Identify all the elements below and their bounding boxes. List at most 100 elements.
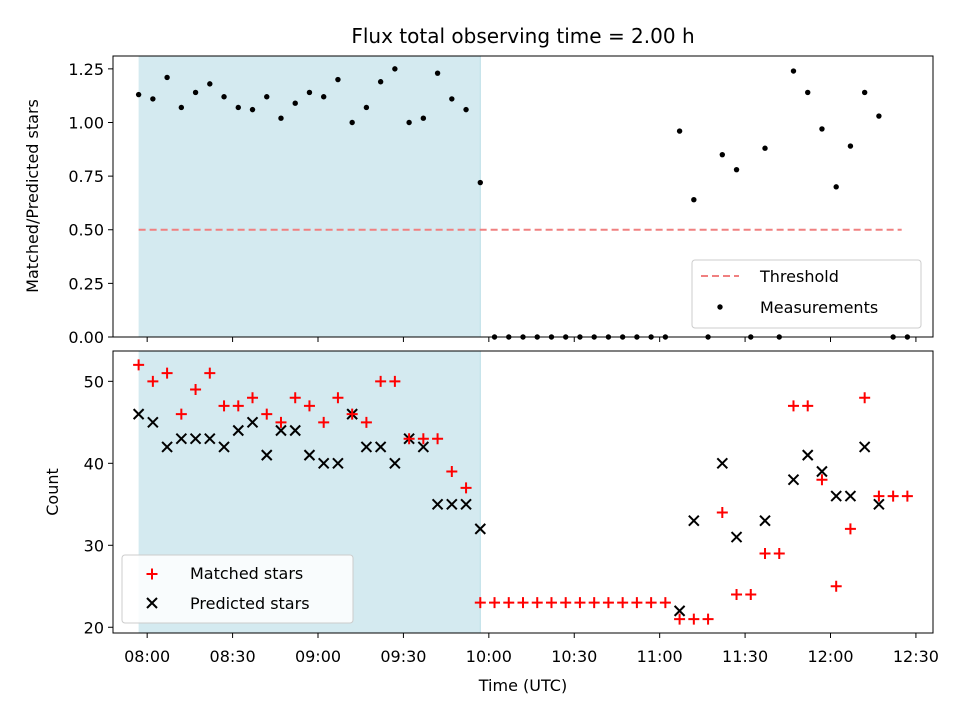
measurement-point <box>192 89 199 96</box>
matched-star-point <box>190 384 202 396</box>
predicted-star-point <box>232 424 244 437</box>
matched-star-point <box>531 597 543 609</box>
predicted-star-point <box>830 490 842 502</box>
legend-matched-label: Matched stars <box>190 564 303 583</box>
top-y-tick-label: 1.25 <box>68 60 104 79</box>
top-legend-box <box>691 259 922 329</box>
matched-star-point <box>887 490 899 502</box>
matched-star-point <box>674 613 686 625</box>
matched-star-point <box>474 597 486 609</box>
matched-star-point <box>375 375 387 387</box>
predicted-star-point <box>303 449 316 461</box>
top-y-tick-label: 0.75 <box>68 167 104 186</box>
top-panel-ratio: 0.00 0.25 0.50 0.75 1.00 1.25 Threshold Measure… <box>68 55 934 347</box>
x-tick-label: 11:00 <box>637 647 683 666</box>
measurement-point <box>249 106 256 113</box>
matched-star-point <box>389 375 401 387</box>
measurement-point <box>335 76 341 83</box>
matched-star-point <box>716 506 728 518</box>
top-legend: Threshold Measurements <box>691 259 922 329</box>
x-tick-label: 12:00 <box>807 647 853 666</box>
x-axis-label: Time (UTC) <box>478 676 567 695</box>
measurement-point <box>477 179 483 186</box>
predicted-star-point <box>204 433 216 445</box>
measurement-point <box>434 70 441 76</box>
legend-measurements-swatch <box>717 304 723 310</box>
matched-star-point <box>460 482 472 494</box>
matched-star-point <box>816 474 828 486</box>
measurement-point <box>264 94 270 100</box>
predicted-star-point <box>802 449 814 461</box>
predicted-star-point <box>759 514 771 527</box>
measurement-point <box>833 184 839 190</box>
measurement-point <box>719 151 726 158</box>
x-tick-label: 08:30 <box>210 647 256 666</box>
matched-star-point <box>617 597 629 609</box>
matched-star-point <box>417 433 429 445</box>
measurement-point <box>691 197 697 203</box>
bottom-panel-counts: 20 30 40 50 08:00 08:30 09:00 09:30 10:00 10:30 11… <box>84 350 939 666</box>
matched-star-point <box>318 416 330 428</box>
matched-star-point <box>901 490 913 502</box>
matched-star-point <box>631 597 643 609</box>
predicted-star-point <box>275 424 287 437</box>
top-axes-frame <box>112 55 934 338</box>
top-shaded-interval <box>138 56 481 337</box>
measurement-point <box>847 143 854 149</box>
matched-star-point <box>303 400 315 412</box>
x-tick-label: 09:00 <box>295 647 341 666</box>
measurement-point <box>306 89 313 96</box>
matched-star-point <box>688 613 700 625</box>
measurement-point <box>762 145 768 151</box>
bottom-y-tick-label: 20 <box>84 618 104 637</box>
x-tick-label: 11:30 <box>722 647 768 666</box>
bottom-y-tick-label: 40 <box>84 454 104 473</box>
legend-predicted-swatch <box>146 597 158 609</box>
legend-matched-swatch <box>146 568 158 580</box>
x-tick-label: 08:00 <box>124 647 170 666</box>
measurement-point <box>463 106 469 113</box>
predicted-star-point <box>317 457 330 470</box>
matched-star-point <box>175 408 187 420</box>
matched-star-point <box>133 359 145 371</box>
matched-star-point <box>261 408 273 420</box>
predicted-star-point <box>161 441 173 453</box>
predicted-star-point <box>873 498 885 511</box>
measurement-point <box>278 115 284 121</box>
bottom-y-tick-label: 30 <box>84 536 104 555</box>
measurement-point <box>221 94 227 100</box>
predicted-star-point <box>844 490 857 502</box>
measurement-point <box>406 119 412 126</box>
matched-star-point <box>332 392 344 404</box>
predicted-star-point <box>417 441 430 453</box>
measurement-point <box>235 104 241 111</box>
x-tick-label: 10:00 <box>466 647 512 666</box>
measurement-point <box>449 96 455 102</box>
matched-star-point <box>859 392 871 404</box>
matched-star-point <box>403 433 415 445</box>
predicted-star-point <box>858 441 871 453</box>
predicted-star-point <box>389 457 401 470</box>
matched-star-point <box>517 597 529 609</box>
matched-star-point <box>560 597 572 609</box>
matched-star-point <box>645 597 657 609</box>
predicted-star-point <box>218 441 230 453</box>
predicted-star-point <box>787 473 800 486</box>
measurement-point <box>790 68 797 74</box>
predicted-star-point <box>446 498 458 511</box>
predicted-star-point <box>246 416 259 429</box>
bottom-y-tick-label: 50 <box>84 372 104 391</box>
predicted-star-point <box>189 433 202 445</box>
predicted-star-point <box>816 465 828 478</box>
measurement-point <box>876 113 882 119</box>
bottom-legend: Matched stars Predicted stars <box>121 554 354 624</box>
predicted-star-point <box>132 408 145 420</box>
matched-star-point <box>204 367 216 379</box>
predicted-star-point <box>730 531 743 543</box>
measurement-point <box>377 79 384 85</box>
matched-star-point <box>346 408 358 420</box>
matched-star-point <box>289 392 301 404</box>
predicted-star-point <box>289 424 301 437</box>
matched-star-point <box>873 490 885 502</box>
